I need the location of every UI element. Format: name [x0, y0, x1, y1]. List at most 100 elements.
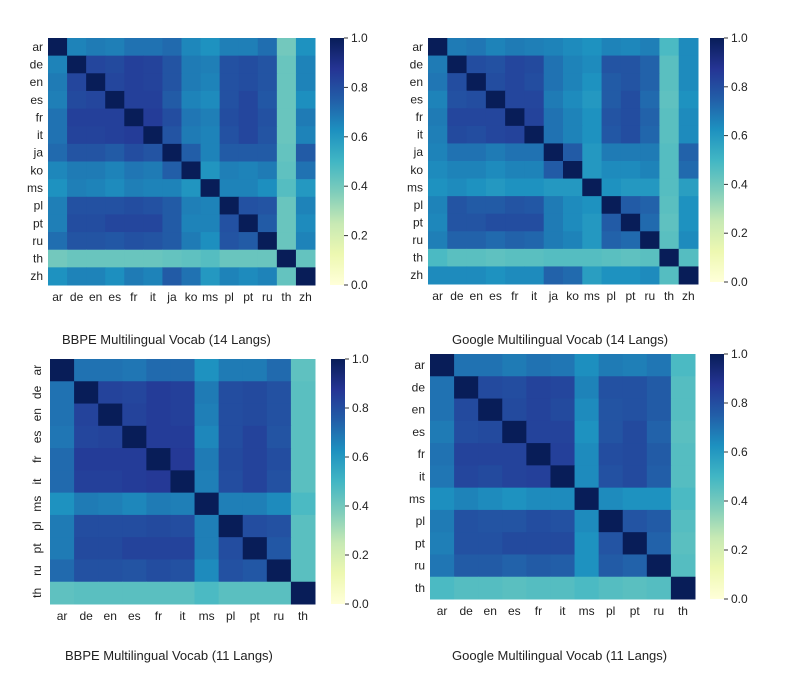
heatmap-cell: [543, 90, 564, 109]
heatmap-cell: [242, 403, 268, 427]
heatmap-cell: [622, 509, 648, 533]
x-tick-label: pl: [607, 289, 616, 303]
heatmap-cell: [74, 381, 99, 405]
heatmap-cell: [428, 178, 448, 197]
x-tick-label: it: [150, 290, 157, 304]
heatmap-cell: [257, 90, 278, 110]
heatmap-cell: [478, 554, 503, 578]
chart-title-bbpe-14: BBPE Multilingual Vocab (14 Langs): [62, 332, 271, 347]
heatmap-cell: [290, 359, 316, 382]
heatmap-cell: [478, 532, 503, 555]
heatmap-cell: [622, 443, 648, 466]
heatmap-cell: [219, 55, 240, 74]
heatmap-cell: [485, 213, 506, 232]
heatmap-cell: [266, 403, 292, 427]
heatmap-cell: [170, 425, 196, 449]
heatmap-cell: [143, 126, 163, 145]
heatmap-cell: [50, 581, 75, 605]
y-tick-label: th: [30, 588, 44, 598]
heatmap-cell: [582, 108, 603, 127]
heatmap-cell: [98, 537, 123, 560]
heatmap-cell: [48, 232, 68, 251]
heatmap-cell: [276, 232, 297, 251]
heatmap-cell: [428, 55, 448, 74]
heatmap-cell: [502, 465, 527, 489]
heatmap-cell: [276, 126, 297, 145]
heatmap-cell: [640, 178, 660, 197]
heatmap-cell: [86, 73, 106, 92]
heatmap-cell: [276, 143, 297, 162]
heatmap-cell: [200, 267, 221, 286]
heatmap-cell: [582, 213, 603, 232]
heatmap-cell: [646, 354, 672, 377]
x-tick-label: ar: [437, 604, 448, 618]
heatmap-cell: [181, 73, 202, 92]
x-tick-label: ar: [57, 609, 68, 623]
heatmap-cell: [454, 465, 479, 489]
heatmap-cell: [86, 90, 106, 110]
heatmap-cell: [646, 532, 672, 555]
heatmap-cell: [290, 448, 316, 471]
heatmap-cell: [242, 581, 268, 605]
heatmap-cell: [146, 425, 171, 449]
heatmap-cell: [622, 532, 648, 555]
heatmap-cell: [620, 161, 641, 180]
heatmap-cell: [266, 470, 292, 494]
heatmap-cell: [428, 196, 448, 215]
heatmap-cell: [290, 537, 316, 560]
heatmap-cell: [447, 55, 468, 74]
heatmap-cell: [524, 125, 545, 144]
heatmap-cell: [170, 537, 196, 560]
heatmap-cell: [50, 514, 75, 538]
heatmap-cell: [574, 398, 600, 422]
heatmap-cell: [678, 90, 699, 109]
y-tick-label: es: [30, 93, 43, 107]
heatmap-cell: [122, 492, 147, 516]
y-tick-label: ar: [414, 358, 425, 372]
heatmap-bbpe-14: ar de en es fr it ja ko ms pl pt ru th zhardeenesfrit…: [27, 31, 368, 304]
x-tick-label: es: [108, 290, 121, 304]
y-tick-label: th: [33, 252, 43, 266]
heatmap-cell: [502, 576, 527, 600]
heatmap-cell: [86, 196, 106, 215]
heatmap-cell: [67, 73, 87, 92]
heatmap-cell: [122, 425, 147, 449]
heatmap-cell: [428, 90, 448, 109]
heatmap-cell: [143, 179, 163, 198]
heatmap-cell: [466, 178, 487, 197]
heatmap-cell: [67, 90, 87, 110]
heatmap-cell: [181, 55, 202, 74]
heatmap-cell: [74, 492, 99, 516]
heatmap-cell: [74, 425, 99, 449]
heatmap-cell: [48, 143, 68, 162]
heatmap-cell: [526, 509, 551, 533]
heatmap-cell: [242, 425, 268, 449]
colorbar-tick-label: 0.6: [731, 445, 748, 459]
heatmap-cell: [430, 398, 455, 422]
heatmap-cell: [50, 537, 75, 560]
heatmap-cell: [466, 196, 487, 215]
heatmap-cell: [257, 108, 278, 127]
heatmap-cell: [478, 398, 503, 422]
heatmap-cell: [502, 532, 527, 555]
heatmap-cell: [485, 231, 506, 250]
heatmap-cell: [124, 108, 144, 127]
heatmap-cell: [67, 179, 87, 198]
heatmap-cell: [219, 249, 240, 268]
heatmap-cell: [454, 509, 479, 533]
heatmap-cell: [266, 425, 292, 449]
heatmap-cell: [242, 537, 268, 560]
x-tick-label: ko: [566, 289, 579, 303]
y-tick-label: fr: [30, 456, 44, 463]
colorbar-tick-label: 0.8: [352, 401, 369, 415]
heatmap-cell: [622, 554, 648, 578]
heatmap-cell: [466, 55, 487, 74]
heatmap-cell: [162, 249, 182, 268]
heatmap-cell: [257, 249, 278, 268]
heatmap-cell: [678, 231, 699, 250]
heatmap-cell: [678, 196, 699, 215]
y-tick-label: ar: [30, 365, 44, 376]
heatmap-cell: [86, 55, 106, 74]
heatmap-cell: [505, 108, 525, 127]
heatmap-cell: [86, 232, 106, 251]
